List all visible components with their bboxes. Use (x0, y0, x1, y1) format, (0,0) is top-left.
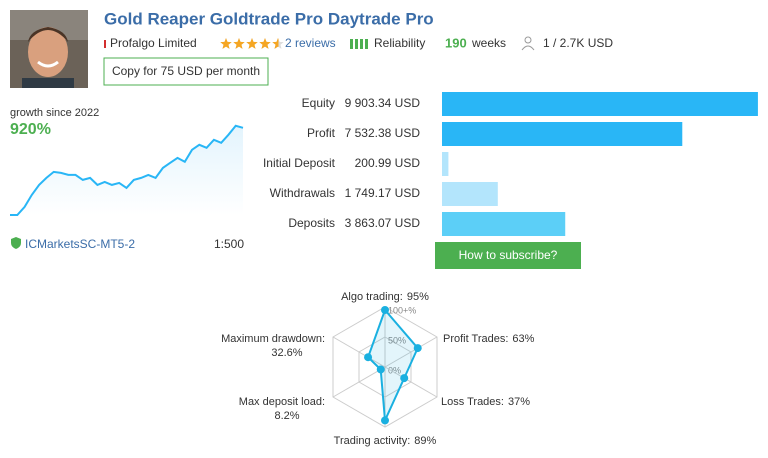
author[interactable]: Profalgo Limited (110, 36, 197, 50)
radar-tick-label: 0% (388, 365, 401, 375)
growth-area (10, 125, 243, 215)
radar-spoke (332, 336, 386, 368)
stat-bar (442, 122, 683, 146)
radar-value-label: 37% (508, 396, 530, 408)
reliability-icon (350, 39, 368, 49)
radar-spoke (384, 336, 438, 368)
star-fill (220, 38, 279, 49)
radar-point (400, 374, 409, 383)
radar-label-group: Profit Trades: 63% (443, 333, 535, 345)
signal-title[interactable]: Gold Reaper Goldtrade Pro Daytrade Pro (104, 9, 434, 28)
avatar (10, 10, 88, 88)
flag-icon (104, 40, 106, 48)
leverage: 1:500 (214, 237, 244, 251)
weeks-label: weeks (471, 36, 506, 50)
stat-value: 3 863.07 USD (345, 216, 421, 230)
growth-value: 920% (10, 121, 51, 138)
radar-value-label: 95% (407, 291, 429, 303)
broker[interactable]: ICMarketsSC-MT5-2 (25, 237, 135, 251)
radar-label: Trading activity: (334, 435, 411, 447)
weeks-value: 190 (445, 35, 467, 50)
radar-tick-label: 100+% (388, 305, 416, 315)
radar-area (366, 308, 419, 425)
radar-label-group: Trading activity: 89% (334, 435, 437, 447)
radar-label: Loss Trades: (441, 396, 504, 408)
stat-value: 1 749.17 USD (345, 186, 421, 200)
stat-value: 7 532.38 USD (345, 126, 421, 140)
radar-label: Max deposit load: (239, 396, 325, 408)
subscribers: 1 / 2.7K USD (543, 36, 613, 50)
stat-value: 200.99 USD (355, 156, 421, 170)
radar-point (381, 416, 389, 425)
radar-value-label: 89% (414, 435, 436, 447)
stat-value: 9 903.34 USD (345, 96, 421, 110)
growth-chart (10, 124, 244, 216)
stat-label: Deposits (288, 216, 335, 230)
copy-button[interactable] (103, 57, 269, 86)
radar-point (376, 365, 385, 374)
radar-label-group: Algo trading: 95% (341, 291, 429, 303)
radar-label: Profit Trades: (443, 333, 508, 345)
reliability-label: Reliability (374, 36, 425, 50)
radar-value-label: 63% (512, 333, 534, 345)
radar-spoke (332, 366, 386, 398)
rating-stars (220, 38, 284, 49)
subscribers-icon (521, 36, 535, 51)
stat-bar (442, 152, 449, 176)
radar-label-group: Loss Trades: 37% (441, 396, 530, 408)
radar-value-label: 8.2% (274, 410, 299, 422)
radar-point (381, 306, 389, 314)
growth-caption: growth since 2022 (10, 107, 99, 119)
radar-spoke (384, 366, 438, 398)
radar-label: Algo trading: (341, 291, 403, 303)
radar-label: Maximum drawdown: (221, 333, 325, 345)
stat-label: Profit (307, 126, 336, 140)
copy-button-label[interactable]: Copy for 75 USD per month (112, 64, 260, 78)
stat-bar (442, 182, 498, 206)
stat-label: Initial Deposit (263, 156, 336, 170)
radar-value-label: 32.6% (271, 347, 302, 359)
reviews-link[interactable]: 2 reviews (285, 36, 336, 50)
stat-label: Equity (302, 96, 335, 110)
growth-line (10, 124, 244, 216)
stat-bar (442, 92, 758, 116)
subscribe-button-label[interactable]: How to subscribe? (459, 248, 558, 262)
radar-chart: 100+% 50% 0% Algo trading: 95% Profit Trades:… (221, 291, 535, 447)
radar-point (364, 353, 373, 362)
radar-tick-label: 50% (388, 335, 406, 345)
verified-icon (11, 237, 21, 249)
radar-point (413, 344, 422, 353)
subscribe-button[interactable] (435, 242, 581, 269)
stat-bar (442, 212, 566, 236)
stat-label: Withdrawals (270, 186, 335, 200)
stats-bar-chart: Equity 9 903.34 USD Profit 7 532.38 USD Init… (263, 92, 758, 236)
